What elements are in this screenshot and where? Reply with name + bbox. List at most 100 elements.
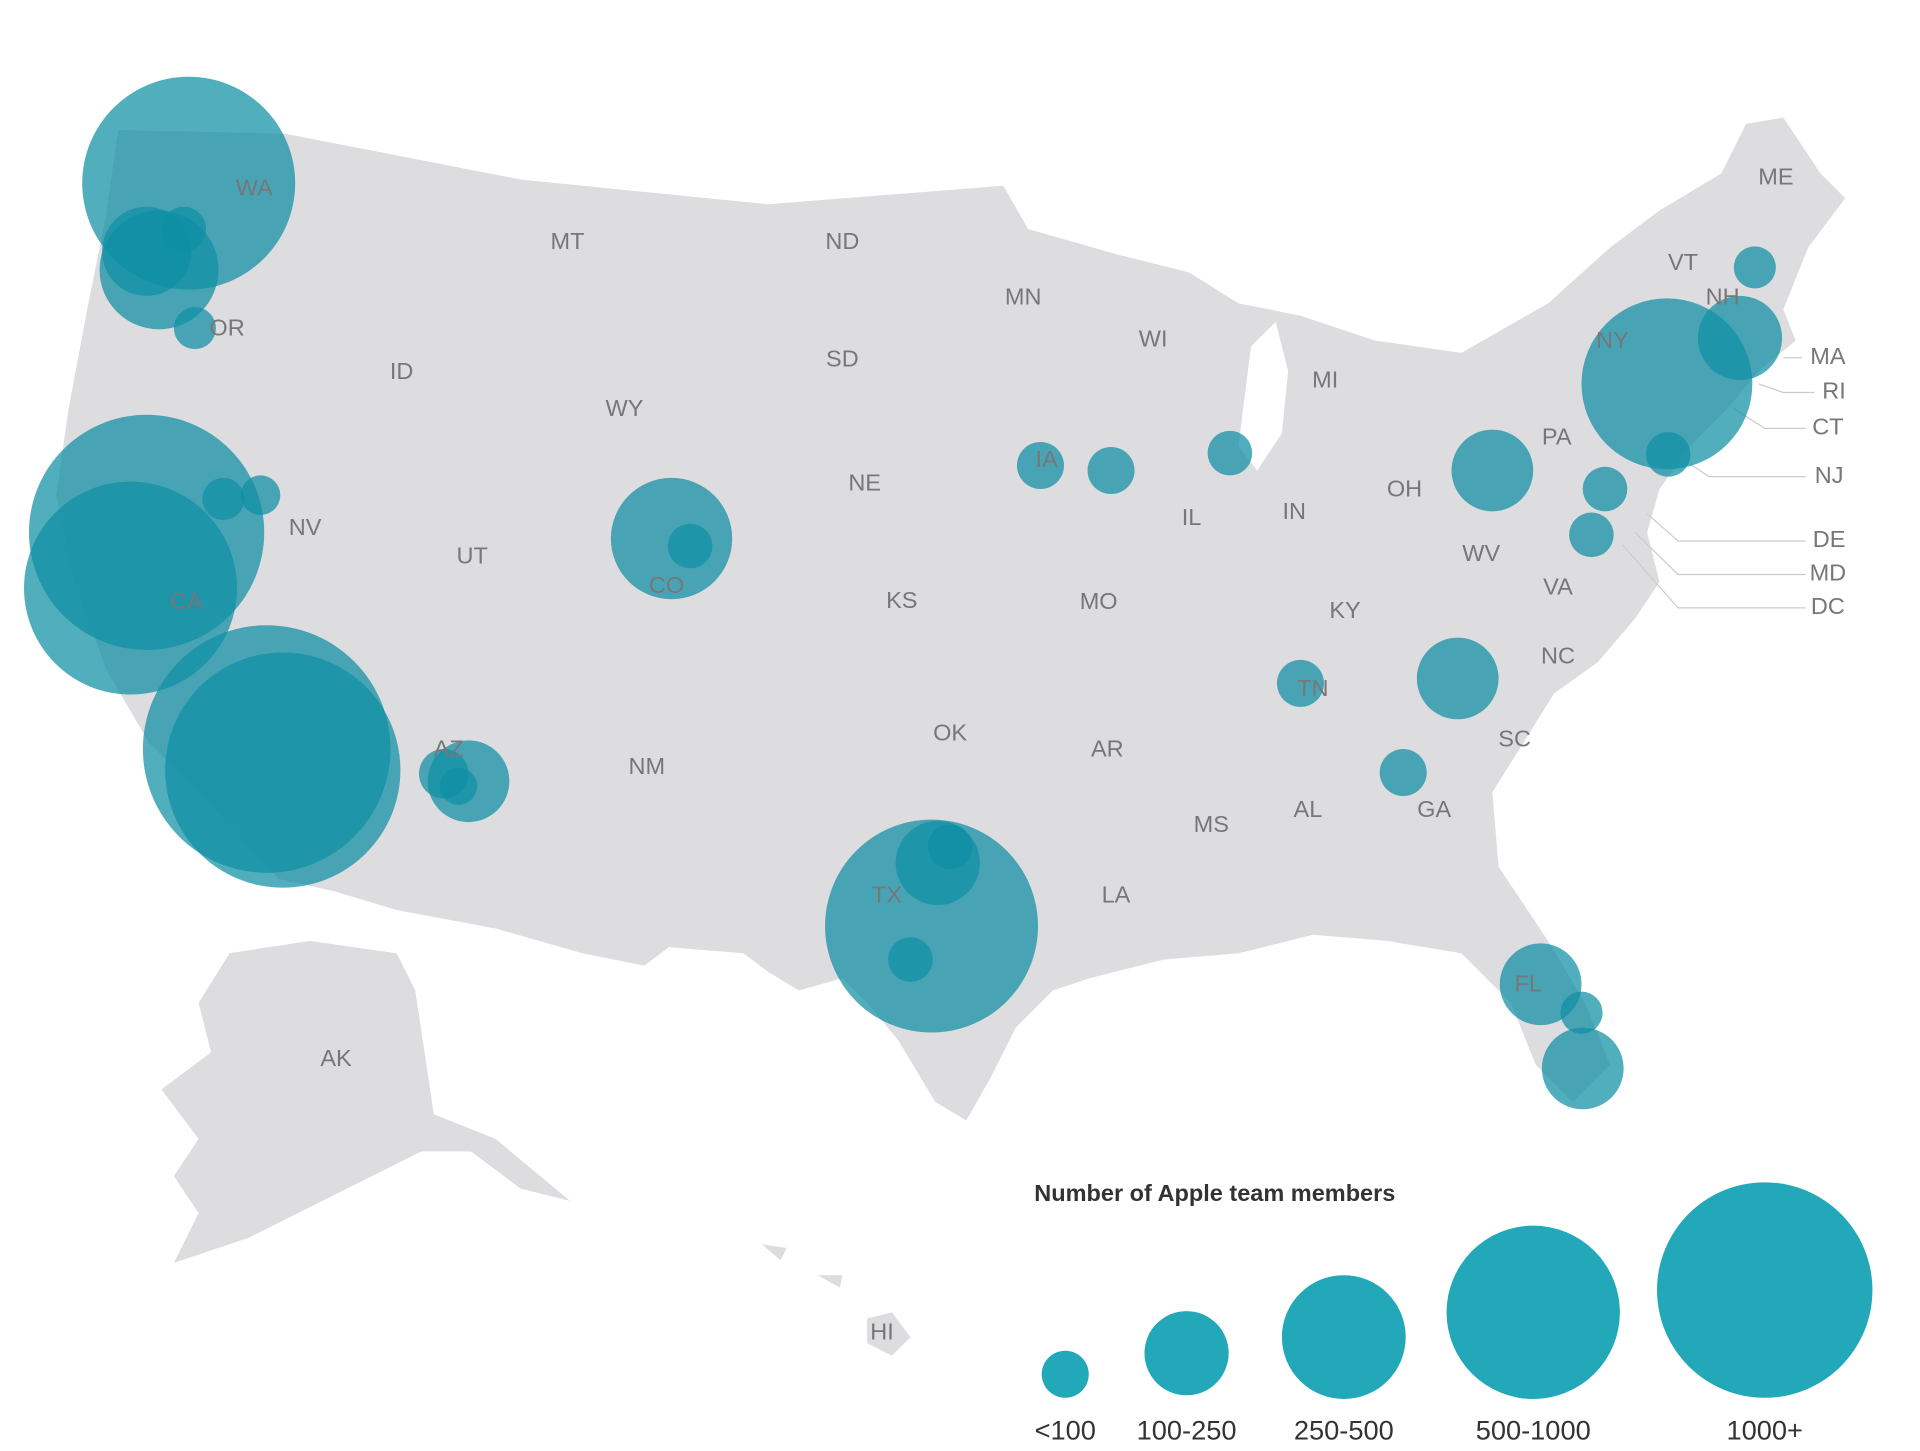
state-label: NH [1706, 284, 1740, 310]
state-label: TN [1297, 675, 1328, 701]
leader-line [1758, 383, 1815, 394]
location-bubble [1569, 512, 1614, 558]
location-bubble [667, 523, 713, 569]
location-bubble [24, 481, 237, 695]
legend-label: <100 [1035, 1415, 1096, 1446]
state-label: IN [1283, 498, 1307, 524]
location-bubble [825, 819, 1038, 1033]
state-label: MN [1005, 284, 1042, 310]
state-label: NV [289, 514, 322, 540]
location-bubble [161, 206, 207, 252]
leader-line [1634, 531, 1806, 576]
leader-line [1690, 463, 1806, 478]
bubbles [24, 76, 1783, 1110]
location-bubble [165, 652, 401, 888]
state-label: CA [170, 588, 203, 614]
state-label: RI [1822, 378, 1846, 404]
legend-label: 250-500 [1294, 1415, 1394, 1446]
location-bubble [888, 937, 933, 982]
lake-michigan [1238, 321, 1289, 471]
state-label: OR [209, 315, 244, 341]
state-label: NJ [1815, 462, 1844, 488]
location-bubble [1582, 466, 1628, 512]
state-label: WV [1462, 540, 1500, 566]
location-bubble [173, 307, 216, 350]
state-label: WY [606, 395, 644, 421]
legend-label: 500-1000 [1476, 1415, 1591, 1446]
state-label: AK [320, 1045, 352, 1071]
state-label: SC [1498, 726, 1531, 752]
state-label: SD [826, 345, 859, 371]
legend: <100 100-250 250-500 500-1000 1000+ [1035, 1182, 1873, 1446]
alaska [161, 940, 571, 1263]
location-bubble [1697, 295, 1783, 381]
state-label: DE [1813, 526, 1846, 552]
state-label: OH [1387, 475, 1422, 501]
state-label: MS [1194, 811, 1229, 837]
location-bubble [1416, 637, 1499, 720]
state-label: MD [1810, 560, 1847, 586]
state-label: MI [1312, 367, 1338, 393]
state-labels: WA MT ND MN WI MI ME VT NH NY MA RI CT NJ DE MD DC PA OR ID… [170, 163, 1846, 1344]
location-bubble [240, 475, 281, 516]
location-bubble [1276, 659, 1324, 707]
state-label: LA [1102, 882, 1131, 908]
state-label: AZ [434, 735, 464, 761]
leader-line [1646, 513, 1806, 542]
legend-circle [1446, 1225, 1620, 1400]
state-label: UT [457, 542, 488, 568]
state-label: TX [872, 882, 902, 908]
state-label: IA [1036, 446, 1059, 472]
location-bubble [1016, 441, 1064, 490]
legend-circle [1041, 1350, 1089, 1398]
state-label: AR [1091, 735, 1124, 761]
leader-lines [1621, 357, 1815, 609]
hawaii [761, 1244, 911, 1356]
state-label: KY [1329, 597, 1361, 623]
state-label: FL [1515, 971, 1542, 997]
us-mainland [56, 117, 1846, 1121]
location-bubble [1379, 749, 1427, 797]
legend-circle [1657, 1182, 1873, 1398]
location-bubble [1207, 430, 1253, 476]
state-label: KS [886, 587, 917, 613]
state-label: CT [1812, 414, 1843, 440]
state-label: ME [1758, 163, 1793, 189]
state-label: ID [390, 358, 414, 384]
location-bubble [1733, 246, 1776, 289]
state-label: AL [1294, 796, 1323, 822]
legend-circle [1144, 1311, 1229, 1396]
state-label: NE [848, 469, 881, 495]
location-bubble [1541, 1027, 1624, 1110]
legend-circle [1281, 1275, 1406, 1400]
state-label: NC [1541, 643, 1575, 669]
state-label: PA [1542, 423, 1572, 449]
state-label: HI [870, 1319, 894, 1345]
location-bubble [202, 477, 245, 520]
location-bubble [1560, 991, 1603, 1034]
legend-label: 1000+ [1727, 1415, 1803, 1446]
location-bubble [1087, 446, 1135, 494]
state-label: VA [1543, 573, 1573, 599]
state-label: MT [551, 228, 585, 254]
location-bubble [1451, 429, 1534, 512]
state-label: ND [825, 228, 859, 254]
state-label: OK [933, 719, 967, 745]
location-bubble [927, 824, 973, 870]
state-label: GA [1417, 796, 1451, 822]
location-bubble [1645, 432, 1691, 477]
legend-label: 100-250 [1137, 1415, 1237, 1446]
legend-title: Number of Apple team members [1034, 1180, 1395, 1206]
state-label: WI [1139, 326, 1168, 352]
leader-line [1621, 544, 1806, 609]
state-label: MO [1080, 588, 1118, 614]
state-label: NY [1596, 327, 1629, 353]
state-label: IL [1182, 504, 1202, 530]
state-label: VT [1668, 249, 1698, 275]
state-label: NM [628, 753, 665, 779]
state-label: WA [236, 175, 273, 201]
state-label: DC [1811, 593, 1845, 619]
state-label: CO [649, 572, 684, 598]
